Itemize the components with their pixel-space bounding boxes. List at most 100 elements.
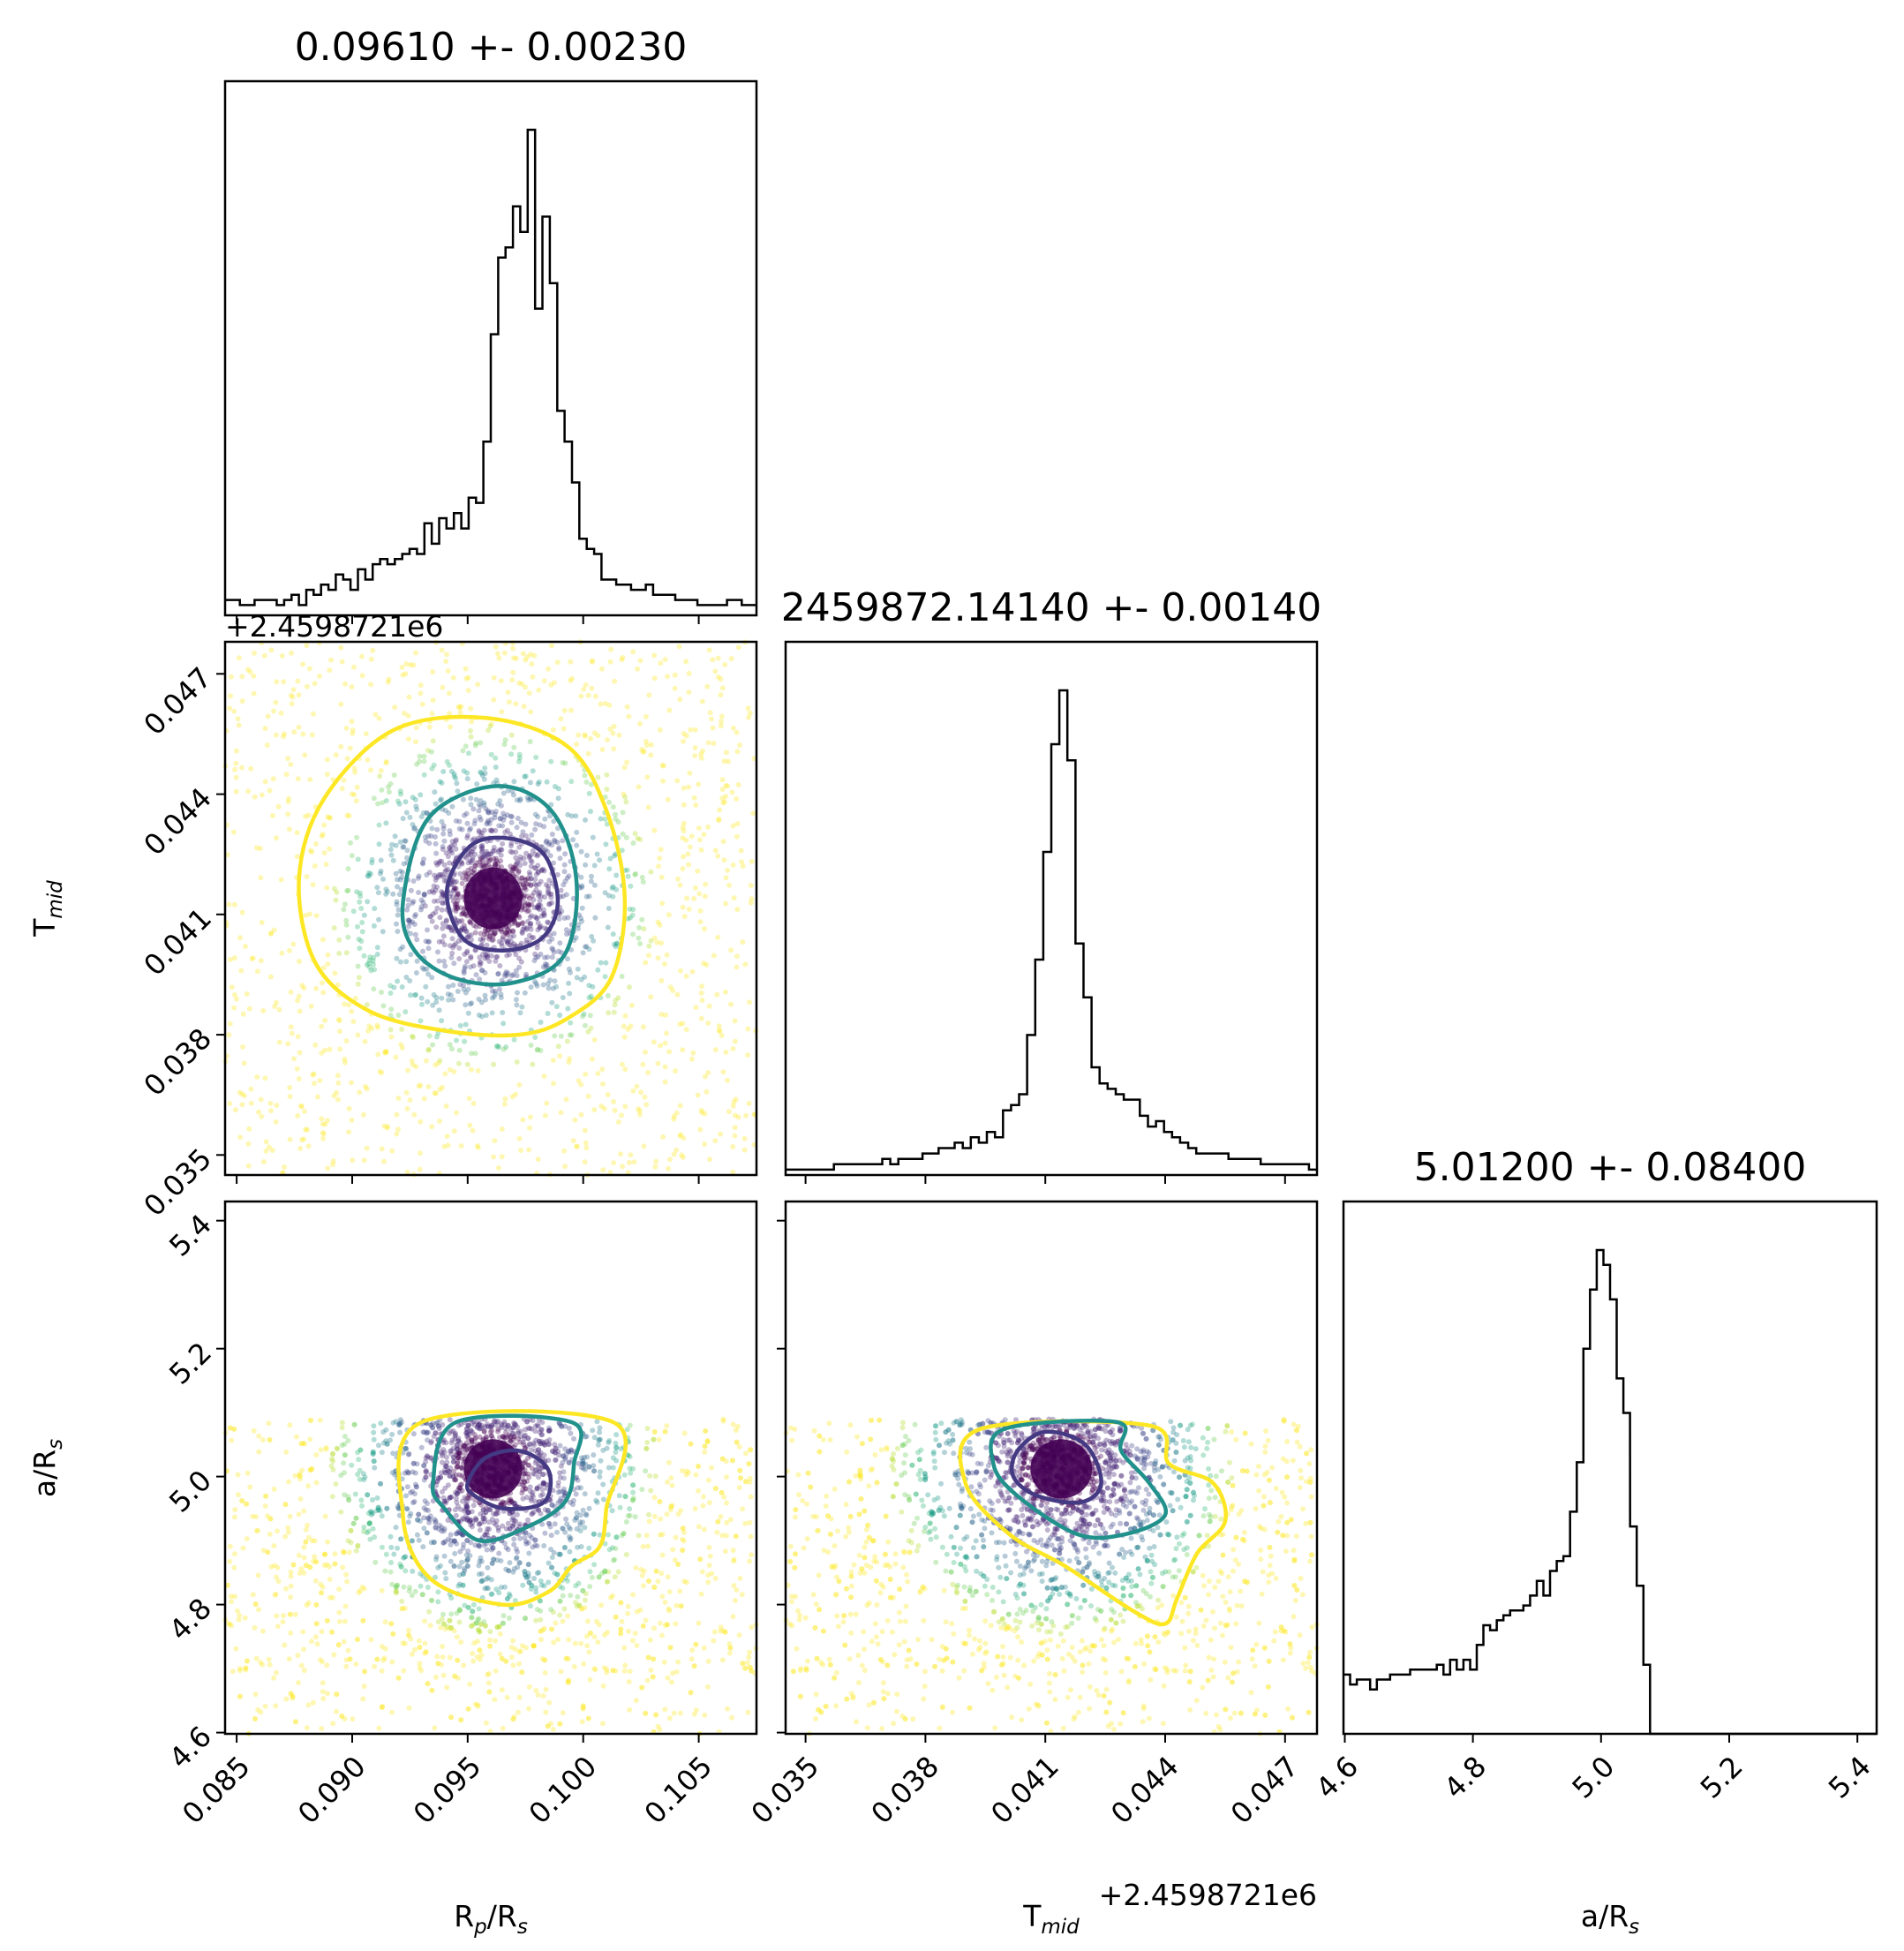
scatter-point	[396, 892, 403, 898]
scatter-point	[298, 1103, 305, 1109]
scatter-point	[470, 923, 477, 929]
scatter-point	[413, 991, 419, 998]
scatter-point	[451, 960, 457, 967]
scatter-point	[468, 953, 474, 960]
scatter-point	[463, 877, 469, 883]
scatter-point	[410, 1460, 417, 1466]
scatter-point	[651, 1436, 657, 1443]
scatter-point	[327, 1577, 333, 1582]
scatter-point	[474, 781, 480, 787]
scatter-point	[584, 1643, 591, 1649]
scatter-point	[691, 1663, 697, 1669]
scatter-point	[536, 893, 542, 899]
scatter-point	[418, 897, 425, 903]
scatter-point	[412, 912, 418, 917]
scatter-point	[724, 750, 729, 756]
scatter-point	[472, 863, 478, 869]
scatter-point	[705, 1658, 711, 1664]
scatter-point	[359, 653, 365, 659]
scatter-point	[591, 1435, 598, 1441]
scatter-point	[740, 1661, 746, 1667]
scatter-point	[452, 885, 458, 892]
scatter-point	[395, 907, 402, 913]
scatter-point	[519, 1669, 525, 1676]
scatter-point	[619, 657, 625, 663]
scatter-point	[545, 954, 551, 960]
scatter-point	[268, 1108, 274, 1114]
scatter-point	[664, 1511, 670, 1518]
scatter-point	[228, 693, 234, 699]
scatter-point	[712, 1575, 719, 1581]
scatter-point	[578, 976, 584, 983]
scatter-point	[493, 958, 499, 964]
scatter-point	[648, 752, 654, 758]
scatter-point	[537, 822, 543, 828]
scatter-point	[481, 1428, 487, 1435]
scatter-point	[404, 847, 410, 854]
scatter-point	[266, 1144, 272, 1150]
scatter-point	[483, 997, 488, 1003]
scatter-point	[501, 742, 508, 748]
scatter-point	[434, 1653, 440, 1660]
scatter-point	[429, 711, 435, 717]
scatter-point	[283, 1696, 290, 1702]
scatter-point	[440, 844, 446, 849]
scatter-point	[532, 1035, 538, 1040]
scatter-point	[367, 1509, 373, 1515]
scatter-point	[462, 870, 468, 876]
scatter-point	[540, 1480, 546, 1486]
scatter-point	[490, 848, 496, 855]
scatter-point	[460, 910, 466, 916]
scatter-point	[567, 1032, 573, 1038]
scatter-point	[553, 983, 560, 990]
scatter-point	[641, 749, 647, 755]
scatter-point	[610, 804, 616, 810]
scatter-point	[477, 1527, 483, 1533]
scatter-point	[591, 1468, 597, 1474]
scatter-point	[552, 1450, 558, 1456]
scatter-point	[463, 959, 470, 965]
scatter-point	[467, 858, 473, 864]
scatter-point	[524, 893, 531, 900]
scatter-point	[338, 743, 344, 750]
scatter-point	[251, 1427, 257, 1434]
scatter-point	[381, 1158, 387, 1164]
scatter-point	[386, 789, 392, 795]
scatter-point	[508, 1438, 514, 1444]
scatter-point	[566, 1656, 572, 1662]
scatter-point	[324, 1118, 330, 1124]
scatter-point	[635, 835, 641, 841]
scatter-point	[418, 995, 425, 1001]
scatter-point	[403, 1568, 409, 1574]
scatter-point	[433, 1090, 439, 1096]
scatter-points-layer	[222, 639, 1320, 1736]
scatter-point	[526, 932, 532, 938]
scatter-point	[460, 875, 466, 881]
scatter-point	[448, 891, 454, 897]
scatter-point	[294, 1066, 300, 1072]
scatter-point	[641, 1143, 647, 1149]
scatter-point	[397, 839, 403, 845]
scatter-point	[718, 723, 724, 729]
scatter-point	[347, 1656, 353, 1662]
scatter-point	[357, 1089, 363, 1096]
scatter-point	[462, 925, 468, 931]
scatter-point	[687, 844, 693, 850]
scatter-point	[483, 860, 489, 866]
scatter-point	[523, 1645, 529, 1651]
scatter-point	[410, 1500, 416, 1506]
scatter-point	[620, 810, 626, 816]
scatter-point	[404, 907, 410, 913]
scatter-point	[494, 953, 500, 960]
scatter-point	[552, 839, 558, 845]
scatter-point	[554, 659, 561, 666]
scatter-point	[703, 1428, 709, 1434]
scatter-point	[519, 921, 525, 927]
scatter-point	[748, 1533, 754, 1540]
scatter-point	[681, 785, 687, 791]
scatter-point	[405, 1470, 411, 1476]
scatter-point	[413, 1484, 419, 1490]
scatter-point	[412, 1470, 418, 1476]
scatter-point	[496, 1590, 502, 1596]
scatter-point	[458, 1143, 464, 1149]
